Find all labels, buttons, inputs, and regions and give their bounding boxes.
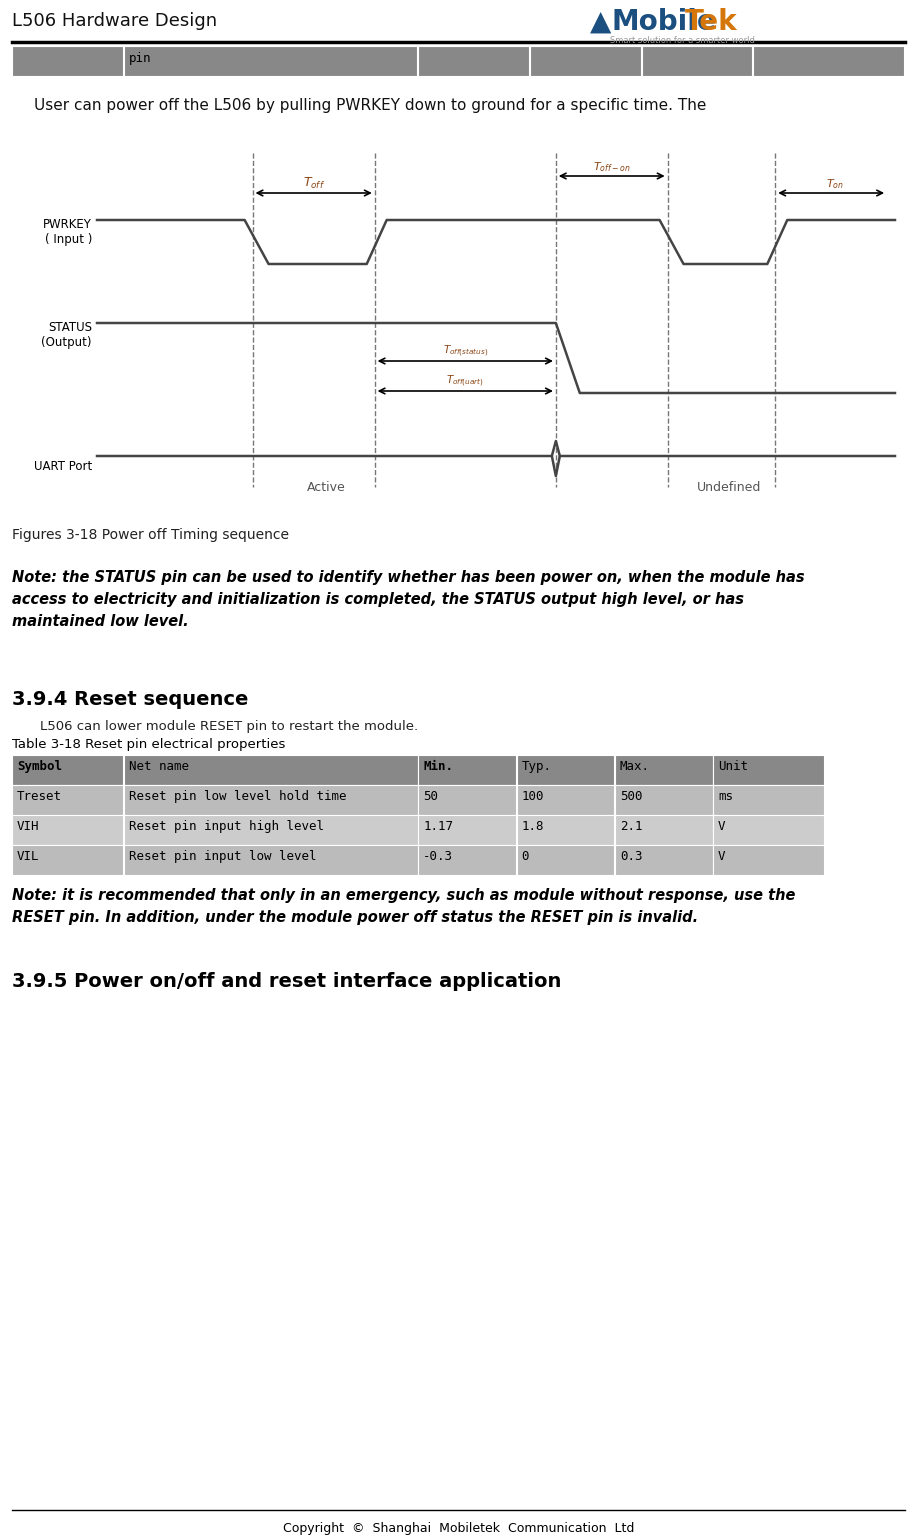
- Bar: [12, 845, 123, 875]
- Text: Typ.: Typ.: [522, 761, 551, 773]
- Bar: [418, 46, 529, 75]
- Bar: [12, 46, 123, 75]
- Bar: [530, 46, 641, 75]
- Bar: [418, 815, 516, 845]
- Text: Mobile: Mobile: [612, 8, 717, 35]
- Bar: [713, 815, 824, 845]
- Text: 1.8: 1.8: [522, 819, 544, 833]
- Text: Reset pin input high level: Reset pin input high level: [128, 819, 324, 833]
- Bar: [516, 815, 614, 845]
- Text: 1.17: 1.17: [424, 819, 453, 833]
- Bar: [614, 815, 713, 845]
- Bar: [12, 755, 123, 785]
- Text: Tek: Tek: [685, 8, 737, 35]
- Text: 2.1: 2.1: [620, 819, 642, 833]
- Text: ms: ms: [718, 790, 733, 802]
- Text: Min.: Min.: [424, 761, 453, 773]
- Text: 3.9.4 Reset sequence: 3.9.4 Reset sequence: [12, 690, 249, 708]
- Text: $T_{off(uart)}$: $T_{off(uart)}$: [447, 374, 484, 390]
- Text: Active: Active: [307, 480, 346, 494]
- Text: 0.3: 0.3: [620, 850, 642, 862]
- Text: STATUS
(Output): STATUS (Output): [41, 320, 92, 350]
- Text: $T_{off-on}$: $T_{off-on}$: [592, 160, 631, 174]
- Bar: [12, 815, 123, 845]
- Text: VIL: VIL: [17, 850, 39, 862]
- Text: -0.3: -0.3: [424, 850, 453, 862]
- Bar: [713, 845, 824, 875]
- Text: PWRKEY
( Input ): PWRKEY ( Input ): [43, 219, 92, 246]
- Bar: [418, 755, 516, 785]
- Text: ▲: ▲: [590, 8, 612, 35]
- Text: Smart solution for a smarter world: Smart solution for a smarter world: [610, 35, 755, 45]
- Text: L506 Hardware Design: L506 Hardware Design: [12, 12, 217, 29]
- Bar: [124, 755, 418, 785]
- Text: VIH: VIH: [17, 819, 39, 833]
- Text: 50: 50: [424, 790, 438, 802]
- Text: $T_{on}$: $T_{on}$: [826, 177, 845, 191]
- Text: User can power off the L506 by pulling PWRKEY down to ground for a specific time: User can power off the L506 by pulling P…: [34, 99, 706, 112]
- Bar: [713, 755, 824, 785]
- Bar: [12, 785, 123, 815]
- Bar: [642, 46, 752, 75]
- Text: V: V: [718, 819, 725, 833]
- Text: Copyright  ©  Shanghai  Mobiletek  Communication  Ltd: Copyright © Shanghai Mobiletek Communica…: [282, 1522, 635, 1535]
- Bar: [516, 845, 614, 875]
- Text: Note: it is recommended that only in an emergency, such as module without respon: Note: it is recommended that only in an …: [12, 889, 795, 926]
- Bar: [713, 785, 824, 815]
- Bar: [124, 845, 418, 875]
- Text: Symbol: Symbol: [17, 761, 62, 773]
- Text: V: V: [718, 850, 725, 862]
- Text: Treset: Treset: [17, 790, 62, 802]
- Text: pin: pin: [128, 52, 151, 65]
- Text: Table 3-18 Reset pin electrical properties: Table 3-18 Reset pin electrical properti…: [12, 738, 285, 752]
- Text: 3.9.5 Power on/off and reset interface application: 3.9.5 Power on/off and reset interface a…: [12, 972, 561, 992]
- Text: Reset pin input low level: Reset pin input low level: [128, 850, 316, 862]
- Text: 500: 500: [620, 790, 642, 802]
- Text: 100: 100: [522, 790, 544, 802]
- Bar: [124, 815, 418, 845]
- Text: $T_{off}$: $T_{off}$: [303, 176, 325, 191]
- Bar: [516, 785, 614, 815]
- Bar: [124, 785, 418, 815]
- Text: $T_{off(status)}$: $T_{off(status)}$: [443, 343, 488, 359]
- Text: Figures 3-18 Power off Timing sequence: Figures 3-18 Power off Timing sequence: [12, 528, 289, 542]
- Bar: [614, 755, 713, 785]
- Bar: [418, 785, 516, 815]
- Text: Unit: Unit: [718, 761, 748, 773]
- Text: Max.: Max.: [620, 761, 650, 773]
- Text: L506 can lower module RESET pin to restart the module.: L506 can lower module RESET pin to resta…: [40, 721, 418, 733]
- Bar: [614, 785, 713, 815]
- Text: UART Port: UART Port: [34, 460, 92, 473]
- Text: 0: 0: [522, 850, 529, 862]
- Bar: [614, 845, 713, 875]
- Text: Note: the STATUS pin can be used to identify whether has been power on, when the: Note: the STATUS pin can be used to iden…: [12, 570, 804, 630]
- Text: Undefined: Undefined: [697, 480, 762, 494]
- Text: Reset pin low level hold time: Reset pin low level hold time: [128, 790, 346, 802]
- Text: Net name: Net name: [128, 761, 189, 773]
- Bar: [516, 755, 614, 785]
- Bar: [124, 46, 417, 75]
- Bar: [418, 845, 516, 875]
- Bar: [753, 46, 904, 75]
